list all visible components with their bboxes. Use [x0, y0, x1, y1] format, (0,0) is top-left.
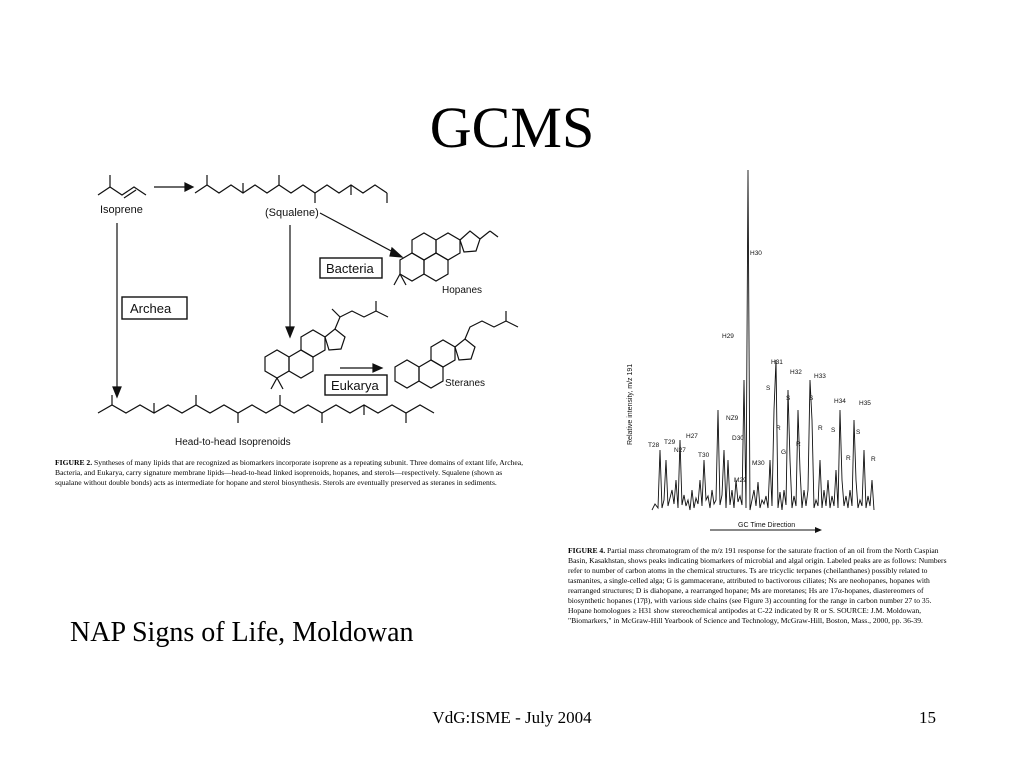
- figure2-caption: FIGURE 2. Syntheses of many lipids that …: [55, 458, 530, 488]
- figure2-caption-head: FIGURE 2.: [55, 458, 93, 467]
- x-axis-label: GC Time Direction: [738, 522, 795, 529]
- peak-label: H33: [814, 373, 826, 380]
- peak-label: H35: [859, 400, 871, 407]
- isoprenoid-structure: [97, 404, 435, 414]
- peak-label: T29: [664, 439, 676, 446]
- squalene-structure: [194, 184, 388, 194]
- hopane-structure: [393, 230, 499, 286]
- slide-title: GCMS: [429, 95, 595, 160]
- peak-label: R: [776, 425, 781, 432]
- hopanes-label: Hopanes: [442, 285, 482, 296]
- peak-label: H29: [722, 333, 734, 340]
- figure4-caption: FIGURE 4. Partial mass chromatogram of t…: [568, 546, 948, 626]
- slide-subtitle: NAP Signs of Life, Moldowan: [70, 617, 414, 648]
- sterane-structure: [394, 311, 519, 389]
- isoprene-structure: [97, 186, 147, 196]
- chromatogram: Relative intensity, m/z 191 T28 T29 N27 …: [627, 169, 876, 533]
- peak-label: R: [796, 441, 801, 448]
- peak-label: S: [831, 427, 836, 434]
- peak-label: M29: [734, 477, 747, 484]
- bacteria-box: [319, 257, 383, 279]
- peak-label: S: [809, 395, 814, 402]
- peak-label: S: [766, 385, 771, 392]
- peak-label: M30: [752, 460, 765, 467]
- peak-label: R: [846, 455, 851, 462]
- peak-label: H30: [750, 250, 762, 257]
- y-axis-label: Relative intensity, m/z 191: [627, 364, 634, 445]
- peak-label: S: [786, 395, 791, 402]
- figure4-caption-text: Partial mass chromatogram of the m/z 191…: [568, 546, 947, 625]
- arrow-squalene-hopanes: [319, 212, 396, 254]
- steranes-label: Steranes: [445, 378, 485, 389]
- biosynthesis-diagram: Isoprene (Squalene) Bacteria Hopanes Arc…: [97, 175, 519, 448]
- peak-label: G: [781, 449, 786, 456]
- head-to-head-label: Head-to-head Isoprenoids: [175, 437, 291, 448]
- peak-label: N27: [674, 447, 686, 454]
- peak-label: D30: [732, 435, 744, 442]
- peak-label: R: [818, 425, 823, 432]
- figure2-caption-text: Syntheses of many lipids that are recogn…: [55, 458, 524, 487]
- peak-label: R: [871, 456, 876, 463]
- page-number: 15: [919, 708, 936, 727]
- archea-label: Archea: [130, 301, 172, 316]
- bacteria-label: Bacteria: [326, 261, 374, 276]
- squalene-label: (Squalene): [265, 207, 319, 219]
- peak-label: T28: [648, 442, 660, 449]
- figure4-caption-head: FIGURE 4.: [568, 546, 606, 555]
- footer-text: VdG:ISME - July 2004: [432, 708, 592, 727]
- eukarya-label: Eukarya: [331, 378, 379, 393]
- peak-label: S: [856, 429, 861, 436]
- peak-label: H27: [686, 433, 698, 440]
- peak-label: NZ9: [726, 415, 739, 422]
- eukarya-box: [324, 374, 388, 396]
- chromatogram-trace: [651, 169, 875, 511]
- peak-label: T30: [698, 452, 710, 459]
- isoprene-label: Isoprene: [100, 204, 143, 216]
- peak-label: H34: [834, 398, 846, 405]
- peak-label: H31: [771, 359, 783, 366]
- sterol-structure: [264, 301, 389, 390]
- peak-label: H32: [790, 369, 802, 376]
- archea-box: [121, 296, 188, 320]
